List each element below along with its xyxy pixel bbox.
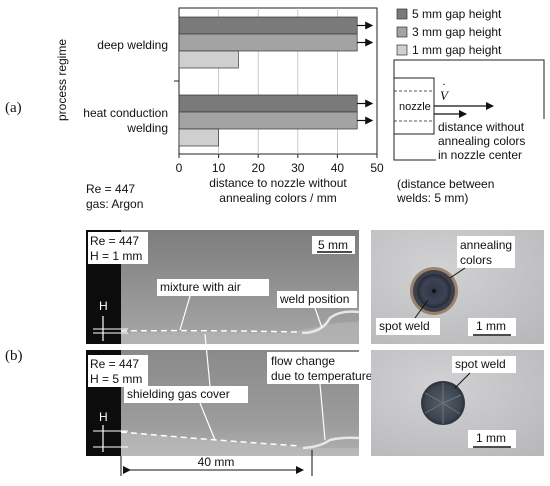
legend-swatch-3mm [396,26,408,38]
legend-label-3mm: 3 mm gap height [412,25,502,39]
label-mixture: mixture with air [160,280,241,294]
tick-label-x-30: 30 [291,161,305,175]
flow-symbol: V [440,88,450,103]
spot-top-scale: 1 mm [476,319,506,333]
bar-chart: 0 10 20 30 40 50 [174,7,384,175]
caption-backdrop [436,119,548,161]
tick-label-x-20: 20 [252,161,266,175]
label-annealing-line2: colors [460,253,492,267]
flow-symbol-dot: · [442,77,446,91]
tick-label-x-10: 10 [212,161,226,175]
label-spot-top-box [376,318,440,335]
label-flow-change-line2: due to temperature [271,369,373,383]
spot-bottom-scale-box [468,430,516,448]
sketch-caption-line3: in nozzle center [438,148,522,162]
x-axis-title-line1: distance to nozzle without [209,176,347,190]
leader-spot-bottom [454,372,471,389]
photo-top-weld-flow [301,310,360,335]
param-reynolds: Re = 447 [86,182,135,196]
photo-top-scale: 5 mm [318,238,348,252]
sketch-note-line2: welds: 5 mm) [396,191,468,205]
photo-top-boundary [120,329,301,333]
bar-3mm-heat-conduction [178,111,358,130]
tick-label-x-50: 50 [370,161,384,175]
photo-top-substrate [121,322,359,344]
sketch-caption-line2: annealing colors [438,134,525,148]
category-label-heat-conduction-line2: welding [126,121,168,135]
leader-mixture [179,295,191,331]
photo-bottom-label-box [88,355,148,387]
label-annealing-line1: annealing [460,238,512,252]
bar-1mm-heat-conduction [178,128,219,147]
bar-3mm-deep-welding [178,33,358,52]
spot-bottom-scale: 1 mm [476,431,506,445]
leader-annealing [449,267,466,279]
photo-top: H Re = 447 H = 1 mm 5 mm mixture with ai… [86,230,360,344]
sketch-note-line1: (distance between [397,177,494,191]
legend: 5 mm gap height 3 mm gap height 1 mm gap… [396,7,502,57]
label-flow-change-line1: flow change [271,354,335,368]
param-gas: gas: Argon [86,197,143,211]
photo-top-h: H = 1 mm [90,249,142,263]
label-shielding-box [124,386,248,403]
bar-1mm-deep-welding [178,50,239,69]
leader-weld-position [314,307,323,329]
label-flow-change-box [267,352,359,384]
photo-top-scale-box [312,236,355,254]
label-weld-position-box [277,291,357,308]
spot-top-center [432,289,436,293]
leader-shielding-bottom [199,402,216,441]
bar-5mm-heat-conduction [178,94,358,113]
photo-bottom-re: Re = 447 [90,357,139,371]
spot-top-scale-box [468,318,516,336]
photo-bottom-substrate [121,432,359,456]
legend-swatch-5mm [396,8,408,20]
label-annealing-box [457,236,515,268]
panel-label-b: (b) [5,348,23,364]
nozzle-label: nozzle [399,101,431,113]
photo-bottom-weld-flow [302,436,360,450]
panel-label-a: (a) [5,100,22,116]
photo-bottom-h-marker: H [99,410,108,424]
label-weld-position: weld position [279,292,349,306]
tick-label-x-0: 0 [176,161,183,175]
legend-label-1mm: 1 mm gap height [412,43,502,57]
photo-top-h-marker: H [99,299,108,313]
label-spot-bottom-box [452,356,516,373]
photo-top-re: Re = 447 [90,234,139,248]
nozzle-sketch: nozzle V · distance without annealing co… [393,59,548,205]
spot-photo-bottom: spot weld 1 mm [371,350,544,456]
legend-label-5mm: 5 mm gap height [412,7,502,21]
spot-bottom-ripples [424,383,462,424]
photo-bottom-boundary [120,431,301,447]
leader-flow-change [319,383,326,441]
spot-photo-top: annealing colors spot weld 1 mm [371,230,544,344]
photo-bottom: H Re = 447 H = 5 mm flow change due to t… [86,333,373,476]
leader-spot-top [414,299,429,319]
photo-top-label-box [88,232,148,264]
bar-5mm-deep-welding [178,16,358,35]
label-spot-bottom: spot weld [455,357,506,371]
photo-bottom-h: H = 5 mm [90,372,142,386]
label-shielding: shielding gas cover [127,387,230,401]
leader-shielding-top [204,333,211,387]
y-axis-title: process regime [55,39,69,121]
x-axis-title-line2: annealing colors / mm [219,191,336,205]
legend-swatch-1mm [396,44,408,56]
sketch-caption-line1: distance without [438,120,525,134]
category-label-heat-conduction-line1: heat conduction [83,106,168,120]
label-mixture-box [157,279,269,296]
dimension-40mm: 40 mm [198,455,235,469]
category-label-deep-welding: deep welding [97,38,168,52]
label-spot-top: spot weld [379,319,430,333]
nozzle-body [393,77,435,135]
tick-label-x-40: 40 [331,161,345,175]
